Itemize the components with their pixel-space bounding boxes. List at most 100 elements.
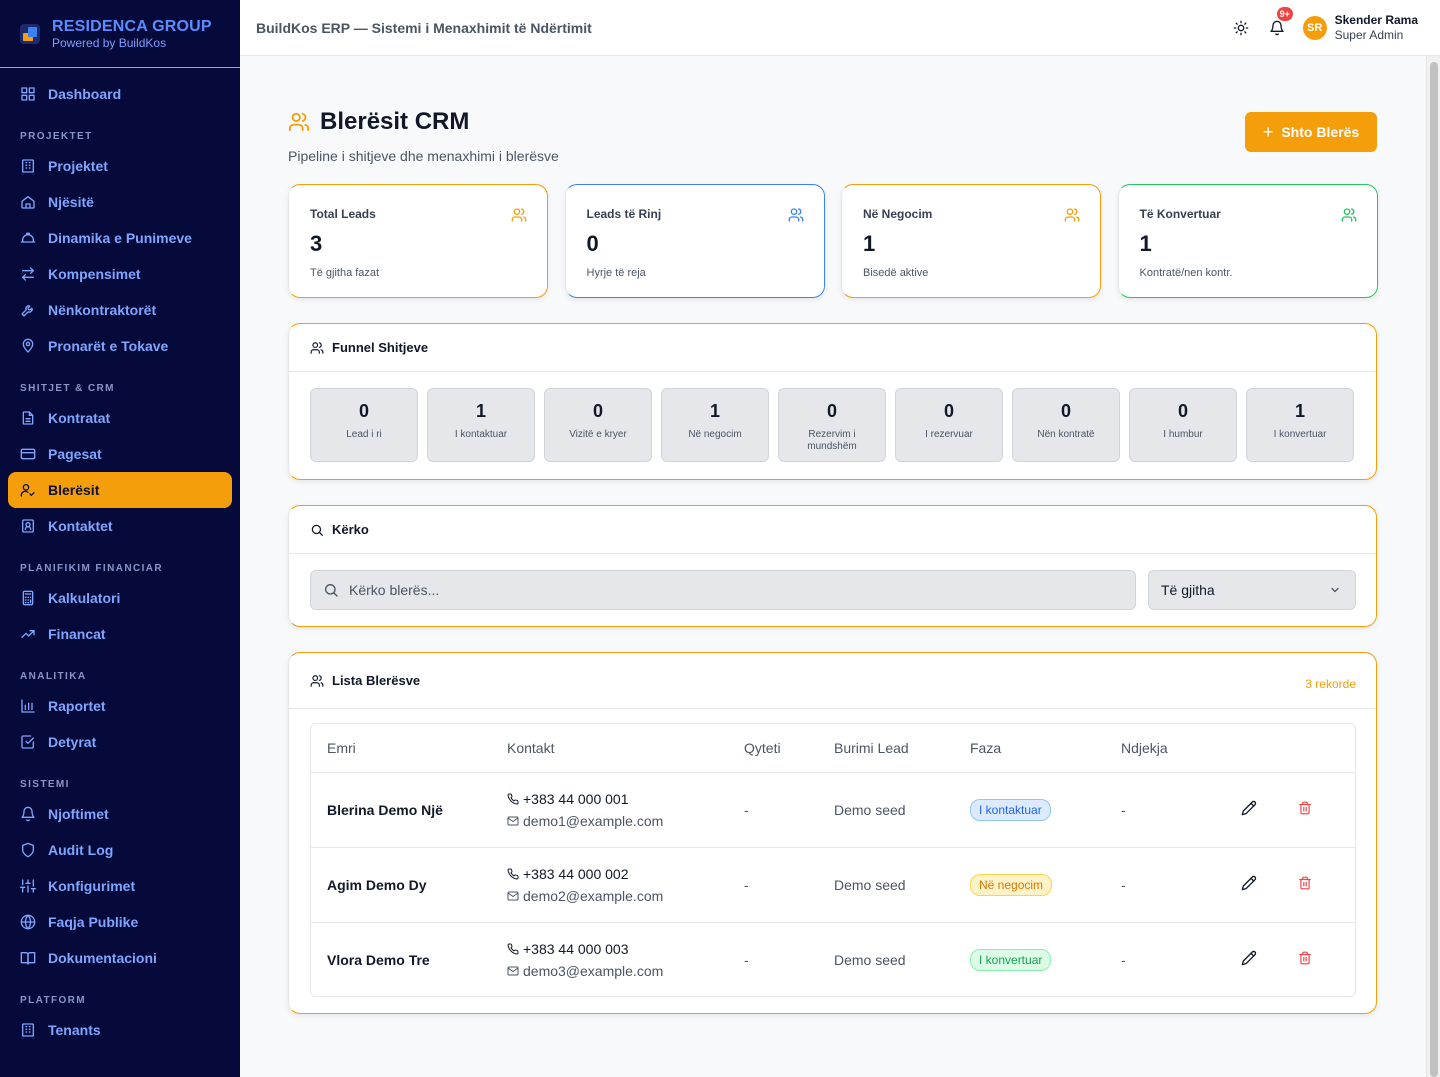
check-square-icon [20, 734, 36, 750]
edit-pencil-icon[interactable] [1241, 800, 1257, 816]
user-role: Super Admin [1334, 28, 1404, 42]
stage-badge: I kontaktuar [970, 798, 1051, 821]
brand[interactable]: RESIDENCA GROUP Powered by BuildKos [0, 0, 240, 68]
delete-trash-icon[interactable] [1298, 801, 1314, 817]
buyer-name: Vlora Demo Tre [327, 951, 430, 968]
funnel-stage[interactable]: 0 Lead i ri [310, 388, 418, 462]
funnel-stage[interactable]: 0 I humbur [1129, 388, 1237, 462]
avatar[interactable]: SR [1302, 16, 1327, 40]
sidebar-item-dinamika-e-punimeve[interactable]: Dinamika e Punimeve [8, 220, 232, 256]
sidebar-item-audit-log[interactable]: Audit Log [8, 832, 232, 868]
sidebar-item-tenants[interactable]: Tenants [8, 1012, 232, 1048]
grid-icon [20, 86, 36, 102]
buyer-phone[interactable]: +383 44 000 001 [523, 790, 629, 807]
sidebar-item-njoftimet[interactable]: Njoftimet [8, 796, 232, 832]
sidebar-item-kontratat[interactable]: Kontratat [8, 400, 232, 436]
edit-pencil-icon[interactable] [1241, 875, 1257, 891]
buyer-phone[interactable]: +383 44 000 003 [523, 940, 629, 957]
shield-icon [20, 842, 36, 858]
column-header[interactable]: Faza [954, 724, 1105, 773]
funnel-stage[interactable]: 1 I kontaktuar [427, 388, 535, 462]
table-row[interactable]: Agim Demo Dy +383 44 000 002 demo2@example… [311, 847, 1355, 923]
delete-trash-icon[interactable] [1298, 876, 1314, 892]
sidebar-item-kompensimet[interactable]: Kompensimet [8, 256, 232, 292]
column-header[interactable]: Ndjekja [1105, 724, 1241, 773]
table-row[interactable]: Blerina Demo Një +383 44 000 001 demo1@exa… [311, 772, 1355, 848]
sidebar-item-label: Tenants [48, 1022, 101, 1038]
stat-card: Në Negocim 1 Bisedë aktive [841, 184, 1101, 298]
buyer-email[interactable]: demo1@example.com [523, 812, 664, 829]
plus-icon: + [1262, 122, 1274, 142]
buyer-phone[interactable]: +383 44 000 002 [523, 865, 629, 882]
sidebar-item-njësitë[interactable]: Njësitë [8, 184, 232, 220]
sidebar-item-label: Nënkontraktorët [48, 302, 157, 318]
user-menu[interactable]: Skender Rama Super Admin [1335, 13, 1418, 43]
funnel-stage-count: 0 [358, 401, 369, 421]
funnel-stage-label: I humbur [1163, 429, 1203, 440]
search-input-wrapper[interactable] [310, 570, 1136, 610]
search-title: Kërko [332, 522, 369, 537]
sidebar-item-konfigurimet[interactable]: Konfigurimet [8, 868, 232, 904]
add-buyer-button[interactable]: + Shto Blerës [1245, 112, 1377, 152]
funnel-stage[interactable]: 0 Nën kontratë [1012, 388, 1120, 462]
funnel-stage-count: 0 [1177, 401, 1188, 421]
credit-card-icon [20, 446, 36, 462]
funnel-stage-label: I konvertuar [1273, 429, 1327, 440]
sidebar-item-pronarët-e-tokave[interactable]: Pronarët e Tokave [8, 328, 232, 364]
sidebar-item-pagesat[interactable]: Pagesat [8, 436, 232, 472]
funnel-stage-count: 0 [826, 401, 837, 421]
funnel-stage[interactable]: 0 Rezervim i mundshëm [778, 388, 886, 462]
sidebar-item-dashboard[interactable]: Dashboard [8, 76, 232, 112]
buyer-email[interactable]: demo2@example.com [523, 887, 664, 904]
funnel-title: Funnel Shitjeve [332, 340, 429, 355]
edit-pencil-icon[interactable] [1241, 950, 1257, 966]
search-input[interactable] [349, 582, 1109, 598]
sidebar-item-raportet[interactable]: Raportet [8, 688, 232, 724]
notifications-bell-icon[interactable]: 9+ [1267, 7, 1293, 38]
sidebar-item-detyrat[interactable]: Detyrat [8, 724, 232, 760]
add-buyer-label: Shto Blerës [1281, 124, 1360, 140]
stage-badge: Në negocim [970, 873, 1053, 896]
notification-badge: 9+ [1276, 7, 1293, 21]
funnel-stage[interactable]: 0 Vizitë e kryer [544, 388, 652, 462]
stat-label: Total Leads [310, 207, 376, 221]
sidebar-item-nënkontraktorët[interactable]: Nënkontraktorët [8, 292, 232, 328]
home-icon [20, 194, 36, 210]
record-count: 3 rekorde [1305, 677, 1356, 691]
brand-title: RESIDENCA GROUP [52, 17, 212, 35]
table-row[interactable]: Vlora Demo Tre +383 44 000 003 demo3@examp… [311, 922, 1355, 996]
nav-section-heading: PROJEKTET [20, 131, 93, 142]
column-header[interactable]: Qyteti [728, 724, 818, 773]
sidebar-item-dokumentacioni[interactable]: Dokumentacioni [8, 940, 232, 976]
theme-toggle-sun-icon[interactable] [1231, 18, 1251, 38]
column-header[interactable]: Kontakt [491, 724, 728, 773]
funnel-stage[interactable]: 1 I konvertuar [1246, 388, 1354, 462]
sidebar-item-kontaktet[interactable]: Kontaktet [8, 508, 232, 544]
sidebar-item-financat[interactable]: Financat [8, 616, 232, 652]
sidebar-item-blerësit[interactable]: Blerësit [8, 472, 232, 508]
page-scrollbar[interactable] [1426, 56, 1440, 1077]
delete-trash-icon[interactable] [1298, 951, 1314, 967]
buyer-email[interactable]: demo3@example.com [523, 962, 664, 979]
funnel-stage-label: I kontaktuar [454, 429, 508, 440]
trending-up-icon [20, 626, 36, 642]
phone-icon [507, 792, 519, 805]
column-header[interactable]: Burimi Lead [818, 724, 954, 773]
sidebar-item-label: Dinamika e Punimeve [48, 230, 192, 246]
stage-filter-select[interactable]: Të gjitha [1148, 570, 1356, 610]
scrollbar-thumb[interactable] [1430, 62, 1438, 1077]
sliders-icon [20, 878, 36, 894]
users-icon [310, 341, 324, 355]
table-header-row: Emri Kontakt Qyteti Burimi Lead Faza Ndj… [311, 724, 1355, 773]
search-card: Kërko Të gjitha [288, 505, 1377, 627]
buyer-name: Agim Demo Dy [311, 847, 491, 923]
funnel-stage[interactable]: 0 I rezervuar [895, 388, 1003, 462]
sidebar-item-faqja-publike[interactable]: Faqja Publike [8, 904, 232, 940]
sidebar-item-label: Raportet [48, 698, 106, 714]
sidebar-item-projektet[interactable]: Projektet [8, 148, 232, 184]
funnel-stage-label: I rezervuar [925, 429, 973, 440]
sidebar-item-kalkulatori[interactable]: Kalkulatori [8, 580, 232, 616]
column-header[interactable]: Emri [311, 724, 491, 773]
users-icon [1341, 207, 1357, 223]
funnel-stage[interactable]: 1 Në negocim [661, 388, 769, 462]
